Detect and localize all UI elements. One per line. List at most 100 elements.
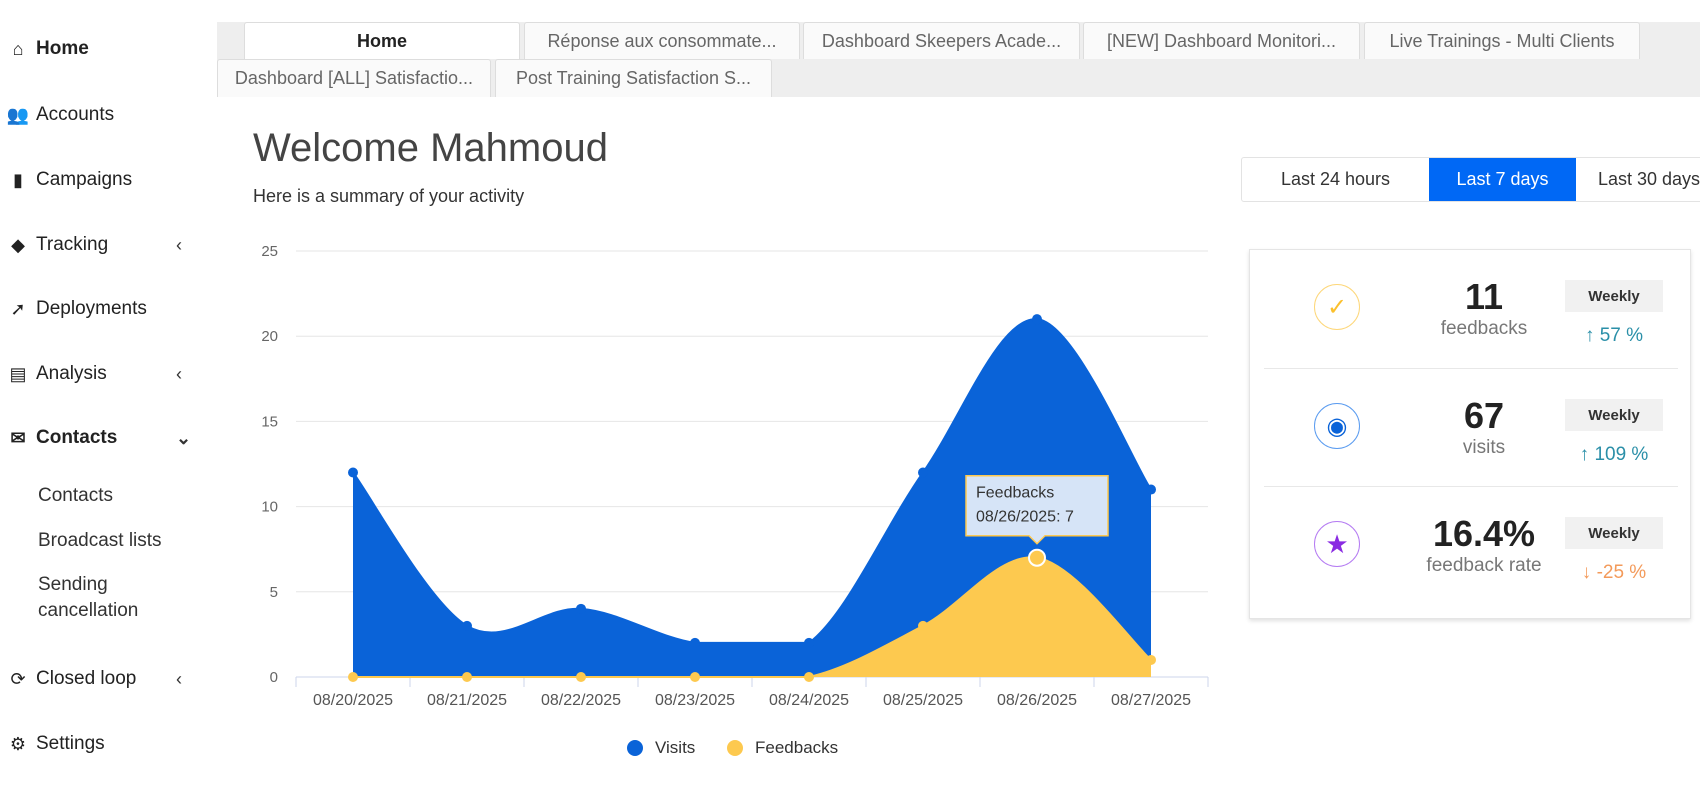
gear-icon: ⚙	[9, 733, 27, 754]
series-area-visits	[353, 319, 1151, 677]
y-tick-label: 20	[261, 328, 278, 345]
range-7d-button[interactable]: Last 7 days	[1429, 158, 1576, 201]
chevron-left-icon: ‹	[176, 668, 182, 689]
arrow-up-icon: ↑	[1584, 325, 1600, 346]
legend-visits[interactable]: Visits	[627, 738, 695, 758]
sidebar-item-analysis[interactable]: ▤ Analysis ‹	[0, 363, 200, 385]
stat-label: feedback rate	[1426, 555, 1542, 576]
data-point-feedbacks	[576, 672, 586, 682]
page-title: Welcome Mahmoud	[253, 126, 608, 170]
stat-feedback-rate: ★ 16.4% feedback rate Weekly ↓ -25 %	[1264, 486, 1678, 604]
x-tick-label: 08/22/2025	[541, 692, 621, 709]
x-tick-label: 08/25/2025	[883, 692, 963, 709]
envelope-icon: ✉	[10, 427, 26, 448]
tooltip-title: Feedbacks	[976, 485, 1054, 502]
data-point-visits	[690, 637, 700, 648]
sidebar-item-accounts[interactable]: 👥 Accounts	[0, 104, 200, 126]
sidebar-item-tracking[interactable]: ◆ Tracking ‹	[0, 234, 200, 256]
tab-new-dashboard[interactable]: [NEW] Dashboard Monitori...	[1083, 22, 1360, 59]
chevron-left-icon: ‹	[176, 363, 182, 384]
stat-period-badge: Weekly	[1565, 280, 1663, 312]
sidebar-item-settings[interactable]: ⚙ Settings	[0, 733, 200, 755]
range-24h-button[interactable]: Last 24 hours	[1280, 169, 1391, 189]
stat-value: 11	[1464, 276, 1504, 317]
x-tick-label: 08/21/2025	[427, 692, 507, 709]
x-tick-label: 08/20/2025	[313, 692, 393, 709]
eye-icon: ◉	[1314, 403, 1360, 449]
sidebar-item-home[interactable]: ⌂ Home	[0, 38, 200, 60]
stat-feedbacks: ✓ 11 feedbacks Weekly ↑ 57 %	[1264, 250, 1678, 368]
stat-period-badge: Weekly	[1565, 399, 1663, 431]
sync-icon: ⟳	[10, 668, 26, 689]
stat-change: ↑ 57 %	[1584, 325, 1644, 346]
stat-change: ↓ -25 %	[1581, 562, 1647, 583]
sidebar-subitem-sending-cancellation[interactable]: Sending cancellation	[38, 574, 139, 621]
stat-label: feedbacks	[1440, 318, 1528, 339]
data-point-feedbacks	[348, 672, 358, 682]
star-icon: ★	[1314, 521, 1360, 567]
page-subtitle: Here is a summary of your activity	[253, 186, 525, 206]
sidebar-item-contacts[interactable]: ✉ Contacts ⌄	[0, 427, 200, 449]
data-point-feedbacks	[918, 620, 928, 631]
file-icon: ▮	[13, 169, 23, 190]
check-icon: ✓	[1314, 284, 1360, 330]
tab-home[interactable]: Home	[244, 22, 520, 59]
users-icon: 👥	[6, 104, 30, 125]
tag-icon: ◆	[11, 234, 25, 255]
stat-change: ↑ 109 %	[1579, 444, 1649, 465]
tab-live-trainings[interactable]: Live Trainings - Multi Clients	[1364, 22, 1640, 59]
y-tick-label: 15	[261, 413, 278, 430]
stat-period-badge: Weekly	[1565, 517, 1663, 549]
data-point-visits	[462, 620, 472, 631]
home-icon: ⌂	[12, 38, 24, 59]
data-point-feedbacks	[462, 672, 472, 682]
y-tick-label: 0	[270, 669, 278, 686]
chevron-down-icon: ⌄	[176, 427, 192, 448]
stats-card: ✓ 11 feedbacks Weekly ↑ 57 % ◉ 67 visits…	[1249, 249, 1691, 619]
data-point-feedbacks	[690, 672, 700, 682]
tab-dashboard-skeepers[interactable]: Dashboard Skeepers Acade...	[803, 22, 1080, 59]
chevron-left-icon: ‹	[176, 234, 182, 255]
tooltip: Feedbacks 08/26/2025: 7	[965, 474, 1109, 545]
data-point-visits	[1032, 314, 1042, 325]
y-tick-label: 5	[270, 584, 278, 601]
data-point-visits	[918, 467, 928, 478]
sidebar-subitem-contacts[interactable]: Contacts	[38, 485, 113, 506]
stat-value: 16.4%	[1432, 513, 1536, 554]
tab-dashboard-all[interactable]: Dashboard [ALL] Satisfactio...	[217, 59, 491, 97]
sidebar-item-campaigns[interactable]: ▮ Campaigns	[0, 169, 200, 191]
stat-visits: ◉ 67 visits Weekly ↑ 109 %	[1264, 368, 1678, 486]
legend-feedbacks[interactable]: Feedbacks	[727, 738, 838, 758]
x-tick-label: 08/26/2025	[997, 692, 1077, 709]
tooltip-box	[965, 474, 1109, 545]
sidebar-item-closed-loop[interactable]: ⟳ Closed loop ‹	[0, 668, 200, 690]
y-tick-label: 10	[261, 499, 278, 516]
tooltip-text: 08/26/2025: 7	[976, 509, 1074, 526]
tab-reponse[interactable]: Réponse aux consommate...	[524, 22, 800, 59]
data-point-feedbacks	[804, 672, 814, 682]
y-tick-label: 25	[261, 243, 278, 260]
legend-feedbacks-marker	[727, 740, 743, 756]
time-range-selector: Last 24 hours Last 7 days Last 30 days	[1241, 157, 1700, 202]
tab-post-training[interactable]: Post Training Satisfaction S...	[495, 59, 772, 97]
data-point-visits	[804, 637, 814, 648]
stat-label: visits	[1462, 437, 1506, 458]
data-point-feedbacks	[1146, 654, 1156, 665]
chart-icon: ▤	[9, 363, 27, 384]
stat-value: 67	[1463, 395, 1505, 436]
series-area-feedbacks	[353, 557, 1151, 677]
sidebar-item-deployments[interactable]: ➚ Deployments	[0, 298, 200, 320]
data-point-visits	[1146, 484, 1156, 495]
data-point-visits	[348, 467, 358, 478]
sidebar: ⌂ Home 👥 Accounts ▮ Campaigns ◆ Tracking ‹ ➚ D…	[0, 0, 217, 800]
x-tick-label: 08/24/2025	[769, 692, 849, 709]
range-30d-button[interactable]: Last 30 days	[1597, 169, 1700, 189]
arrow-down-icon: ↓	[1581, 562, 1597, 583]
sidebar-subitem-broadcast-lists[interactable]: Broadcast lists	[38, 530, 162, 551]
data-point-visits	[576, 603, 586, 614]
hover-marker	[1028, 548, 1046, 567]
x-tick-label: 08/23/2025	[655, 692, 735, 709]
x-tick-label: 08/27/2025	[1111, 692, 1191, 709]
arrow-up-icon: ↑	[1579, 444, 1595, 465]
